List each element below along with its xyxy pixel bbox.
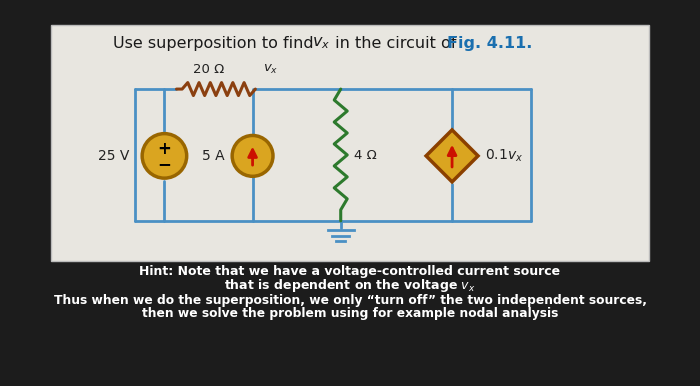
Text: $0.1v_x$: $0.1v_x$ [486,148,524,164]
Text: that is dependent on the voltage $v_x$: that is dependent on the voltage $v_x$ [224,277,476,294]
Text: Fig. 4.11.: Fig. 4.11. [447,36,533,51]
Text: 4 Ω: 4 Ω [354,149,377,163]
Text: 20 Ω: 20 Ω [193,63,224,76]
Text: in the circuit of: in the circuit of [330,36,461,51]
Text: Hint: Note that we have a voltage-controlled current source: Hint: Note that we have a voltage-contro… [139,265,561,278]
Text: −: − [158,155,172,173]
Circle shape [142,134,187,178]
Text: +: + [158,141,172,158]
Text: 5 A: 5 A [202,149,225,163]
Text: $v_x$: $v_x$ [262,63,278,76]
Text: $v_x$: $v_x$ [312,36,330,51]
Text: then we solve the problem using for example nodal analysis: then we solve the problem using for exam… [142,307,558,320]
Text: 25 V: 25 V [98,149,130,163]
Polygon shape [426,130,478,182]
FancyBboxPatch shape [51,25,649,261]
Circle shape [232,135,273,176]
Text: Use superposition to find: Use superposition to find [113,36,319,51]
Text: Thus when we do the superposition, we only “turn off” the two independent source: Thus when we do the superposition, we on… [53,294,647,307]
